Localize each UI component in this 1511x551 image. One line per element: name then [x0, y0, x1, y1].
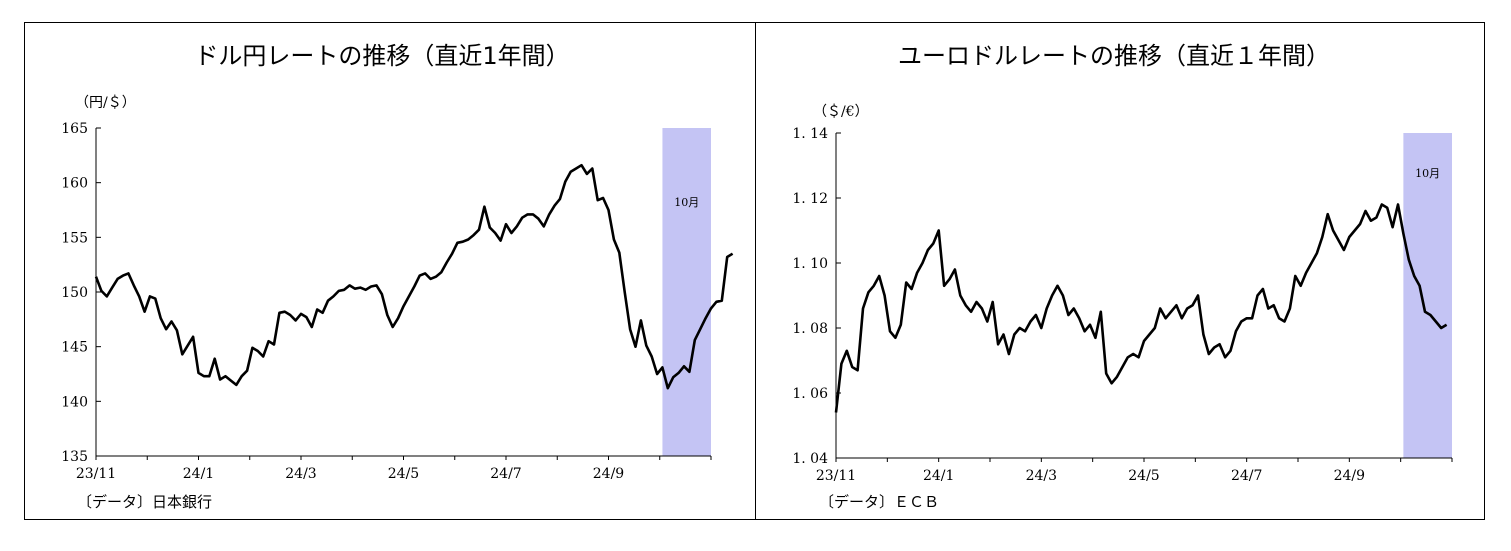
x-tick-label: 24/3 [285, 466, 316, 482]
highlight-band [1403, 133, 1452, 458]
y-tick-label: 155 [61, 230, 88, 246]
chart-title: ユーロドルレートの推移（直近１年間） [898, 42, 1330, 70]
highlight-label: 10月 [674, 196, 699, 209]
x-tick-label: 24/1 [923, 468, 954, 484]
y-tick-label: 1. 10 [792, 256, 828, 272]
y-tick-label: 1. 08 [792, 321, 828, 337]
y-tick-label: 140 [61, 394, 88, 410]
eur-usd-chart-panel: ユーロドルレートの推移（直近１年間） （＄/€） 10月 1. 14 1. 12 1. 1… [755, 22, 1485, 520]
y-tick-label: 1. 04 [792, 451, 828, 467]
x-tick-label: 24/3 [1026, 468, 1057, 484]
source-note: 〔データ〕ＥＣＢ [819, 493, 939, 511]
x-tick-label: 23/11 [76, 466, 116, 482]
highlight-band [662, 128, 711, 456]
usd-jpy-chart: ドル円レートの推移（直近1年間） （円/＄） 10月 165 160 155 150 145 1… [61, 42, 734, 511]
y-tick-label: 1. 06 [792, 386, 828, 402]
x-tick-label: 24/9 [1334, 468, 1365, 484]
y-tick-label: 160 [61, 176, 88, 192]
usd-jpy-chart-panel: ドル円レートの推移（直近1年間） （円/＄） 10月 165 160 155 150 145 1… [24, 22, 756, 520]
highlight-label: 10月 [1415, 167, 1440, 180]
x-tick-label: 24/9 [593, 466, 624, 482]
y-tick-label: 165 [61, 121, 88, 137]
y-tick-label: 1. 12 [792, 191, 828, 207]
y-unit-label: （＄/€） [813, 104, 869, 120]
source-note: 〔データ〕日本銀行 [77, 493, 212, 511]
chart-title: ドル円レートの推移（直近1年間） [194, 42, 569, 70]
y-unit-label: （円/＄） [75, 95, 136, 111]
y-tick-label: 145 [61, 340, 88, 356]
x-tick-label: 24/7 [490, 466, 521, 482]
series-line [834, 203, 1448, 413]
x-tick-label: 23/11 [816, 468, 856, 484]
y-tick-label: 150 [61, 285, 88, 301]
x-tick-label: 24/1 [183, 466, 214, 482]
y-tick-label: 135 [61, 449, 88, 465]
x-tick-label: 24/5 [388, 466, 419, 482]
x-tick-label: 24/7 [1231, 468, 1262, 484]
x-tick-label: 24/5 [1128, 468, 1159, 484]
eur-usd-chart: ユーロドルレートの推移（直近１年間） （＄/€） 10月 1. 14 1. 12 1. 1… [792, 42, 1453, 511]
y-tick-label: 1. 14 [792, 126, 828, 142]
series-line [94, 163, 734, 390]
